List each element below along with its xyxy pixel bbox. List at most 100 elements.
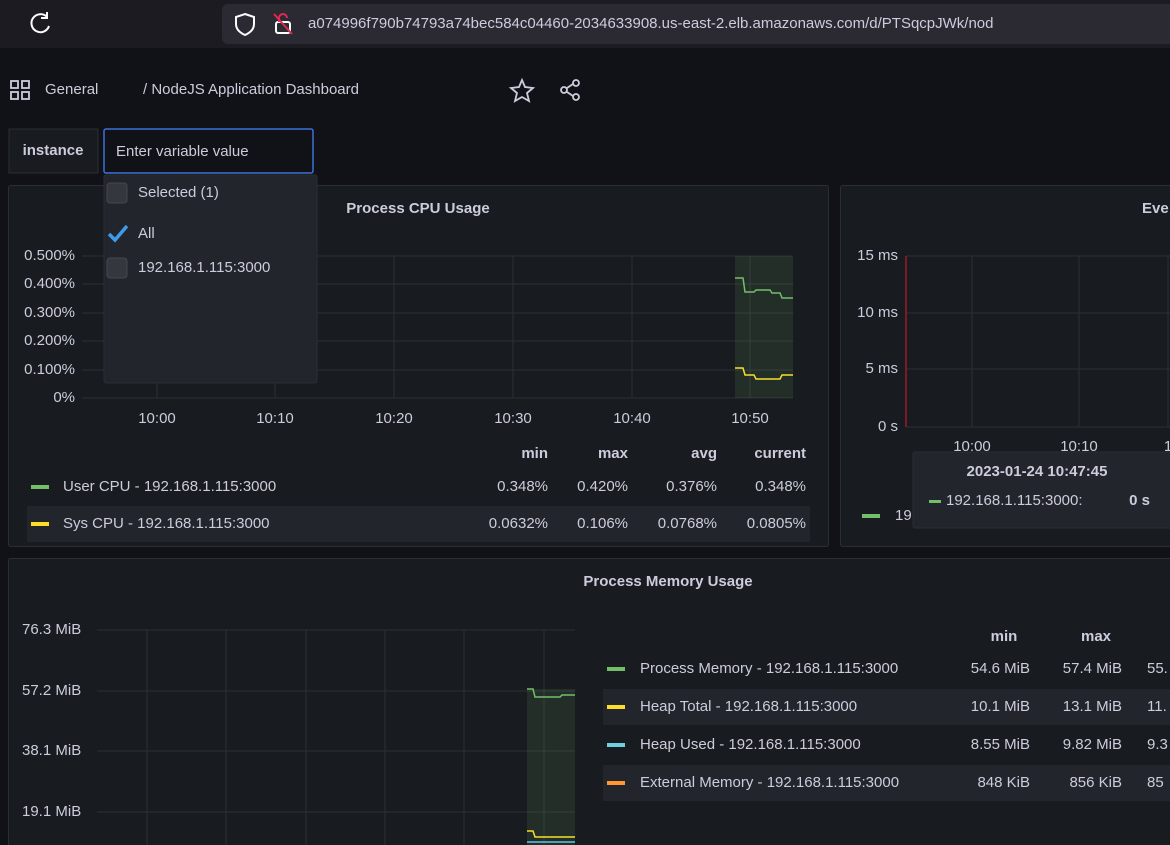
legend-row-bg — [603, 689, 1170, 725]
y-tick-label: 5 ms — [865, 360, 898, 377]
option-checkbox[interactable] — [106, 257, 128, 279]
legend-name[interactable]: External Memory - 192.168.1.115:3000 — [640, 774, 899, 791]
lock-slash — [273, 13, 293, 35]
legend-value: 54.6 MiB — [971, 660, 1030, 677]
tooltip — [912, 451, 1170, 529]
legend-value: 0.420% — [577, 478, 628, 495]
option-checkbox[interactable] — [106, 182, 128, 204]
tooltip-value: 0 s — [1129, 492, 1150, 509]
legend-swatch — [31, 485, 49, 489]
legend-value: 0.348% — [497, 478, 548, 495]
x-tick-label: 10:10 — [256, 410, 294, 427]
legend-column-header[interactable]: min — [521, 445, 548, 462]
x-tick-label: 1 — [1164, 438, 1170, 455]
variable-placeholder: Enter variable value — [116, 143, 249, 160]
x-tick-label: 10:40 — [613, 410, 651, 427]
y-tick-label: 0.100% — [24, 361, 75, 378]
y-tick-label: 10 ms — [857, 304, 898, 321]
y-tick-label: 0% — [53, 389, 75, 406]
heap-total-line — [527, 830, 575, 838]
tooltip-time: 2023-01-24 10:47:45 — [967, 463, 1108, 480]
y-tick-label: 0.300% — [24, 304, 75, 321]
lock-icon[interactable] — [275, 21, 291, 34]
legend-value: 0.348% — [755, 478, 806, 495]
x-tick-label: 10:30 — [494, 410, 532, 427]
legend-value: 0.0805% — [747, 515, 806, 532]
y-tick-label: 19.1 MiB — [22, 803, 81, 820]
url-path: /d/PTSqcpJWk/nod — [865, 15, 993, 32]
variable-option[interactable]: All — [138, 225, 155, 242]
url-bar[interactable] — [222, 4, 1170, 44]
folder-name[interactable]: General — [45, 81, 98, 98]
shield-icon[interactable] — [235, 12, 255, 37]
reload-icon[interactable] — [30, 12, 50, 34]
legend-row-bg — [603, 765, 1170, 801]
legend-value: 13.1 MiB — [1063, 698, 1122, 715]
legend-name: 19 — [895, 507, 912, 524]
legend-value: 11. — [1147, 698, 1167, 715]
legend-name[interactable]: Process Memory - 192.168.1.115:3000 — [640, 660, 898, 677]
legend-swatch — [607, 743, 625, 747]
legend-value: 55. — [1147, 660, 1168, 677]
series-fill — [735, 256, 793, 398]
x-tick-label: 10:20 — [375, 410, 413, 427]
variable-option[interactable]: Selected (1) — [138, 184, 219, 201]
legend-value: 8.55 MiB — [971, 736, 1030, 753]
dashboard-title: / NodeJS Application Dashboard — [143, 81, 359, 98]
tooltip-swatch — [929, 500, 941, 503]
legend-swatch — [607, 705, 625, 709]
variable-dropdown — [103, 174, 318, 384]
y-tick-label: 0.200% — [24, 332, 75, 349]
legend-name[interactable]: Sys CPU - 192.168.1.115:3000 — [63, 515, 270, 532]
variable-option[interactable]: 192.168.1.115:3000 — [138, 259, 270, 276]
y-tick-label: 38.1 MiB — [22, 742, 81, 759]
option-check — [107, 224, 129, 243]
legend-value: 57.4 MiB — [1063, 660, 1122, 677]
legend-value: 10.1 MiB — [971, 698, 1030, 715]
variable-label: instance — [23, 142, 84, 159]
legend-value: 848 KiB — [977, 774, 1030, 791]
legend-value: 9.3 — [1147, 736, 1168, 753]
star-icon[interactable] — [508, 77, 536, 103]
legend-name[interactable]: Heap Total - 192.168.1.115:3000 — [640, 698, 857, 715]
tooltip-series: 192.168.1.115:3000: — [946, 492, 1083, 509]
y-tick-label: 0.400% — [24, 275, 75, 292]
legend-column-header[interactable]: avg — [691, 445, 717, 462]
legend-swatch — [31, 522, 49, 526]
legend-value: 0.106% — [577, 515, 628, 532]
legend-column-header[interactable]: max — [598, 445, 629, 462]
legend-name[interactable]: User CPU - 192.168.1.115:3000 — [63, 478, 276, 495]
legend-value: 9.82 MiB — [1063, 736, 1122, 753]
x-tick-label: 10:10 — [1060, 438, 1098, 455]
legend-value: 856 KiB — [1069, 774, 1122, 791]
legend-value: 85 — [1147, 774, 1164, 791]
panel-title: Process CPU Usage — [346, 200, 489, 217]
share-icon[interactable] — [560, 79, 580, 101]
sys-cpu-line — [735, 367, 793, 380]
legend-value: 0.376% — [666, 478, 717, 495]
url-host: a074996f790b74793a74bec584c04460-2034633… — [308, 15, 865, 32]
process-memory-line — [527, 688, 575, 698]
x-tick-label: 10:00 — [138, 410, 176, 427]
y-tick-label: 0 s — [878, 418, 898, 435]
legend-swatch — [607, 781, 625, 785]
legend-column-header[interactable]: current — [754, 445, 806, 462]
legend-swatch — [862, 514, 880, 518]
variable-label-box — [8, 128, 99, 174]
legend-column-header[interactable]: max — [1081, 628, 1112, 645]
y-tick-label: 15 ms — [857, 247, 898, 264]
panel-title: Process Memory Usage — [583, 573, 752, 590]
legend-column-header[interactable]: min — [991, 628, 1018, 645]
dashboards-icon[interactable] — [10, 80, 30, 100]
y-tick-label: 0.500% — [24, 247, 75, 264]
x-tick-label: 10:50 — [731, 410, 769, 427]
legend-row-bg — [27, 506, 810, 542]
panel-title: Eve — [1142, 200, 1169, 217]
legend-value: 0.0768% — [658, 515, 717, 532]
legend-name[interactable]: Heap Used - 192.168.1.115:3000 — [640, 736, 861, 753]
user-cpu-line — [735, 277, 793, 299]
variable-input[interactable] — [103, 128, 314, 174]
y-tick-label: 57.2 MiB — [22, 682, 81, 699]
legend-value: 0.0632% — [489, 515, 548, 532]
